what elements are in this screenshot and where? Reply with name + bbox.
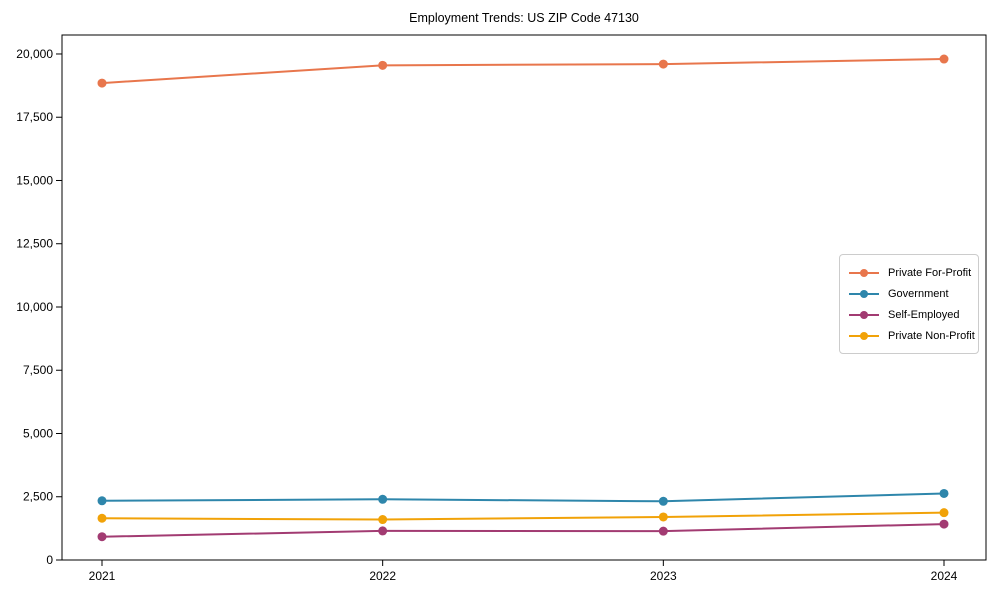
series-line-government: [101, 492, 945, 503]
y-axis-tick-label: 20,000: [16, 47, 53, 61]
y-axis-tick-label: 12,500: [16, 237, 53, 251]
data-point-private-non-profit: [939, 508, 949, 518]
y-axis-tick-label: 5,000: [23, 426, 53, 440]
data-point-private-non-profit: [97, 513, 107, 523]
data-point-private-for-profit: [378, 60, 388, 70]
legend-marker-icon: [849, 289, 879, 299]
data-point-private-non-profit: [378, 515, 388, 525]
x-axis-tick-label: 2021: [89, 569, 116, 583]
y-axis-tick-label: 7,500: [23, 363, 53, 377]
legend-item-private-non-profit: Private Non-Profit: [849, 325, 975, 346]
series-line-private-for-profit: [101, 58, 945, 85]
data-point-private-non-profit: [658, 512, 668, 522]
data-point-government: [939, 488, 949, 498]
legend-item-private-for-profit: Private For-Profit: [849, 262, 972, 283]
x-axis-tick-label: 2022: [369, 569, 396, 583]
series-line-self-employed: [101, 523, 945, 538]
data-point-government: [658, 496, 668, 506]
x-axis-tick-label: 2024: [931, 569, 958, 583]
data-point-self-employed: [939, 519, 949, 529]
data-point-self-employed: [97, 532, 107, 542]
data-point-self-employed: [658, 526, 668, 536]
data-point-self-employed: [378, 526, 388, 536]
y-axis-tick-label: 0: [46, 553, 53, 567]
data-point-private-for-profit: [939, 54, 949, 64]
plot-border: [61, 34, 987, 561]
chart-title: Employment Trends: US ZIP Code 47130: [409, 11, 639, 25]
data-point-government: [378, 494, 388, 504]
legend-label: Private Non-Profit: [888, 329, 975, 342]
data-point-private-for-profit: [658, 59, 668, 69]
legend-marker-icon: [849, 310, 879, 320]
y-axis-tick-label: 10,000: [16, 300, 53, 314]
series-line-private-non-profit: [101, 511, 945, 521]
y-axis-tick-label: 17,500: [16, 110, 53, 124]
x-axis-tick-label: 2023: [650, 569, 677, 583]
legend-label: Self-Employed: [888, 308, 960, 321]
legend-item-government: Government: [849, 283, 969, 304]
y-axis-tick-label: 15,000: [16, 173, 53, 187]
data-point-government: [97, 496, 107, 506]
y-axis-tick-label: 2,500: [23, 490, 53, 504]
legend-item-self-employed: Self-Employed: [849, 304, 969, 325]
legend-label: Government: [888, 287, 949, 300]
legend-marker-icon: [849, 268, 879, 278]
legend-label: Private For-Profit: [888, 266, 972, 279]
legend: Private For-Profit Government Self-Employe…: [839, 254, 979, 354]
legend-marker-icon: [849, 331, 879, 341]
data-point-private-for-profit: [97, 78, 107, 88]
